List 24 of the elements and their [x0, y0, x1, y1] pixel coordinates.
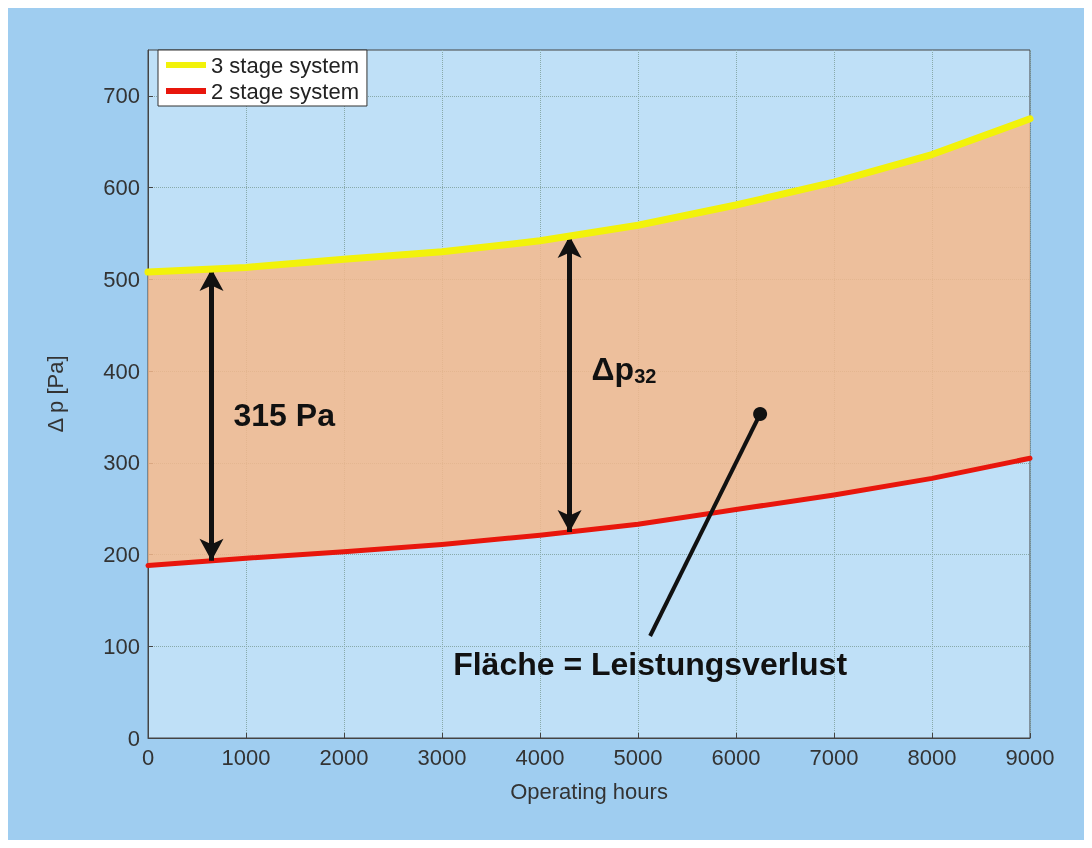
x-axis-title: Operating hours [510, 778, 668, 804]
annotation: 315 Pa [233, 396, 336, 433]
x-tick-label: 4000 [515, 744, 565, 770]
legend-label: 3 stage system [211, 52, 359, 78]
y-tick-label: 100 [103, 633, 140, 659]
y-tick-label: 500 [103, 266, 140, 292]
y-tick-label: 200 [103, 542, 140, 568]
y-axis-title: Δ p [Pa] [42, 355, 68, 433]
x-tick-label: 6000 [711, 744, 761, 770]
x-tick-label: 1000 [221, 744, 271, 770]
annotation: Δp32 [591, 351, 657, 388]
legend-label: 2 stage system [211, 78, 359, 104]
x-tick-label: 7000 [809, 744, 859, 770]
y-tick-label: 700 [103, 83, 140, 109]
x-tick-label: 5000 [613, 744, 663, 770]
annotation: Fläche = Leistungsverlust [453, 646, 848, 682]
x-tick-label: 3000 [417, 744, 467, 770]
x-tick-label: 8000 [907, 744, 957, 770]
y-tick-label: 400 [103, 358, 140, 384]
x-tick-label: 2000 [319, 744, 369, 770]
y-tick-label: 300 [103, 450, 140, 476]
x-tick-label: 9000 [1005, 744, 1055, 770]
y-tick-label: 600 [103, 175, 140, 201]
y-tick-label: 0 [127, 725, 140, 751]
